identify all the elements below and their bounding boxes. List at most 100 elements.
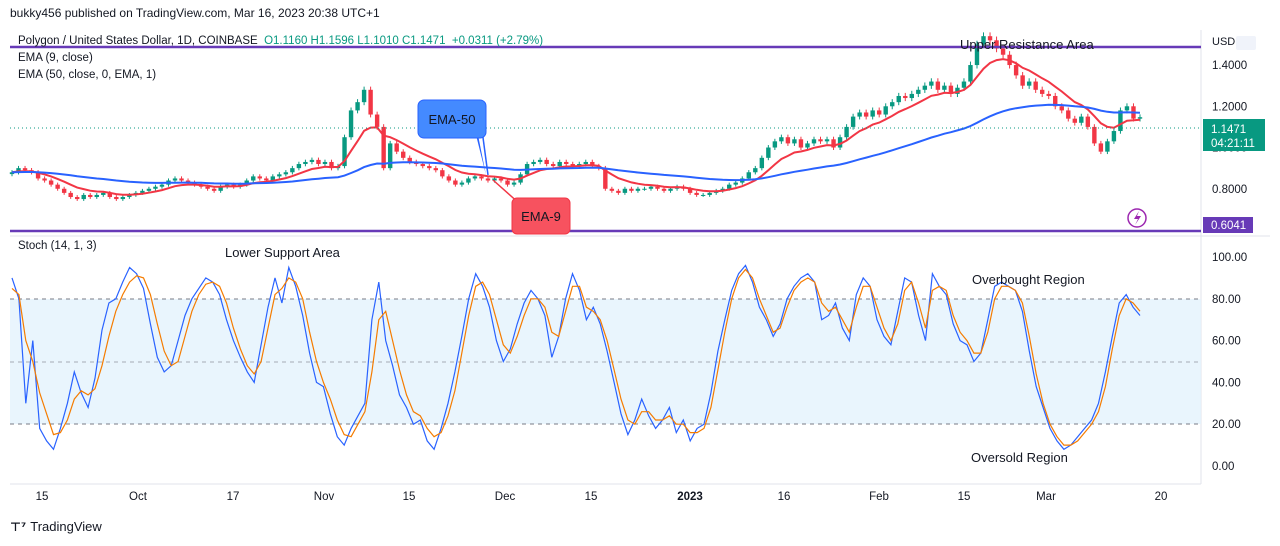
overbought-label: Overbought Region (972, 272, 1085, 287)
ema50-callout[interactable]: EMA-50 (417, 99, 489, 176)
candle-body (537, 159, 543, 162)
ema9-callout[interactable]: EMA-9 (492, 179, 571, 235)
candle-body (251, 176, 256, 181)
candle-body (329, 161, 334, 169)
candle-body (622, 188, 628, 193)
tradingview-brand: TradingView (30, 519, 102, 534)
candle-body (707, 192, 712, 195)
candle-body (374, 114, 380, 127)
candle-body (955, 87, 960, 94)
legend-symbol-row: Polygon / United States Dollar, 1D, COIN… (18, 35, 543, 47)
candle-body (590, 161, 595, 167)
candle-body (616, 190, 621, 193)
current-price-badge (1203, 119, 1265, 151)
candle-body (511, 182, 517, 185)
candle-body (746, 172, 751, 179)
time-tick-label: 17 (227, 491, 240, 503)
candle-body (211, 188, 217, 191)
candle-body (883, 106, 888, 115)
candle-body (368, 89, 373, 115)
candle-body (694, 192, 699, 195)
tradingview-logo-icon: ⊤⁷ (10, 519, 27, 534)
candle-body (603, 168, 608, 189)
candle-body (544, 159, 549, 165)
time-tick-label: Mar (1036, 491, 1056, 503)
candle-body (1013, 65, 1019, 76)
candle-body (772, 141, 778, 148)
time-tick-label: Oct (129, 491, 148, 503)
candle-body (81, 194, 86, 200)
candle-body (1098, 143, 1104, 152)
candle-body (935, 81, 941, 90)
candle-body (146, 188, 152, 191)
candle-body (1111, 131, 1117, 142)
candle-body (635, 188, 641, 191)
candle-body (153, 186, 158, 189)
candle-body (648, 186, 654, 189)
candle-body (427, 166, 432, 169)
candle-body (433, 168, 439, 171)
candle-body (22, 168, 28, 171)
candle-body (420, 164, 425, 167)
candle-body (16, 168, 21, 173)
candle-body (753, 168, 758, 173)
candle-body (453, 180, 458, 185)
candle-body (394, 143, 399, 152)
candle-body (700, 194, 706, 196)
candle-body (179, 178, 184, 181)
candle-body (309, 159, 315, 162)
legend-ema9: EMA (9, close) (18, 52, 93, 64)
candle-body (42, 178, 47, 181)
candle-body (1046, 93, 1051, 96)
time-tick-label: Dec (495, 491, 516, 503)
candle-body (94, 194, 99, 198)
candle-body (296, 164, 302, 169)
candle-body (1000, 48, 1006, 55)
candle-body (283, 172, 289, 175)
publish-info: bukky456 published on TradingView.com, M… (10, 6, 380, 20)
legend-change: +0.0311 (+2.79%) (451, 35, 544, 47)
candle-body (759, 157, 765, 169)
candle-body (492, 178, 497, 181)
candle-body (459, 182, 465, 185)
tradingview-logo[interactable]: ⊤⁷ TradingView (10, 519, 102, 534)
price-pane[interactable] (10, 30, 1201, 230)
time-tick-label: 16 (778, 491, 791, 503)
candle-body (948, 85, 954, 94)
candle-body (974, 44, 980, 66)
candle-body (1026, 81, 1032, 86)
candle-body (205, 186, 210, 189)
candle-body (863, 112, 869, 117)
candle-body (661, 188, 667, 191)
candle-body (381, 126, 386, 169)
candle-body (1033, 81, 1038, 90)
candle-body (407, 157, 412, 162)
lightning-icon[interactable] (1127, 208, 1147, 228)
ema50-callout-box (417, 99, 487, 139)
candle-body (1092, 126, 1097, 144)
candle-body (1137, 117, 1143, 119)
legend-stoch: Stoch (14, 1, 3) (18, 240, 97, 252)
candle-body (818, 139, 823, 142)
candle-body (1039, 89, 1045, 94)
candle-body (1066, 110, 1071, 119)
candle-body (446, 176, 452, 181)
candle-body (531, 161, 536, 165)
candle-body (805, 143, 810, 148)
price-tick-label: 1.2000 (1212, 101, 1247, 113)
candle-body (642, 188, 647, 190)
candle-body (844, 126, 849, 138)
stoch-tick-label: 20.00 (1212, 419, 1241, 431)
price-tick-label: 1.4000 (1212, 60, 1247, 72)
candle-body (505, 180, 510, 185)
candle-body (564, 161, 569, 165)
candle-body (120, 197, 126, 200)
candle-body (75, 197, 80, 200)
candle-body (355, 102, 360, 111)
ema50-callout-text: EMA-50 (429, 112, 476, 127)
candle-body (916, 89, 921, 94)
candle-body (557, 161, 562, 167)
stoch-tick-label: 0.00 (1212, 461, 1234, 473)
candle-body (1053, 95, 1058, 107)
